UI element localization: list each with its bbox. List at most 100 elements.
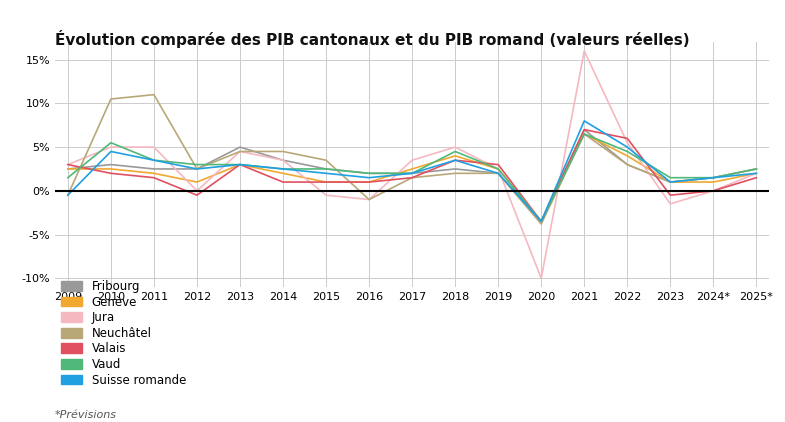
Neuchâtel	[752, 166, 761, 171]
Suisse romande	[407, 171, 417, 176]
Valais	[752, 175, 761, 180]
Neuchâtel	[666, 179, 675, 184]
Genève	[451, 153, 460, 158]
Fribourg	[106, 162, 115, 167]
Suisse romande	[63, 192, 72, 197]
Vaud	[752, 166, 761, 171]
Suisse romande	[236, 162, 245, 167]
Genève	[106, 166, 115, 171]
Neuchâtel	[192, 166, 202, 171]
Jura	[364, 197, 374, 202]
Jura	[407, 158, 417, 163]
Genève	[536, 219, 546, 224]
Jura	[321, 192, 330, 197]
Jura	[536, 276, 546, 281]
Neuchâtel	[494, 171, 503, 176]
Neuchâtel	[364, 197, 374, 202]
Genève	[236, 162, 245, 167]
Valais	[407, 175, 417, 180]
Fribourg	[666, 179, 675, 184]
Genève	[321, 179, 330, 184]
Neuchâtel	[279, 149, 288, 154]
Fribourg	[623, 162, 632, 167]
Genève	[192, 179, 202, 184]
Valais	[63, 162, 72, 167]
Fribourg	[364, 171, 374, 176]
Vaud	[279, 166, 288, 171]
Line: Jura: Jura	[68, 51, 757, 278]
Valais	[579, 127, 589, 132]
Vaud	[192, 162, 202, 167]
Jura	[623, 140, 632, 145]
Suisse romande	[321, 171, 330, 176]
Jura	[149, 145, 159, 150]
Jura	[279, 158, 288, 163]
Vaud	[709, 175, 718, 180]
Suisse romande	[279, 166, 288, 171]
Fribourg	[709, 175, 718, 180]
Suisse romande	[494, 171, 503, 176]
Legend: Fribourg, Genève, Jura, Neuchâtel, Valais, Vaud, Suisse romande: Fribourg, Genève, Jura, Neuchâtel, Valai…	[61, 280, 186, 387]
Neuchâtel	[407, 175, 417, 180]
Valais	[279, 179, 288, 184]
Neuchâtel	[579, 132, 589, 137]
Line: Valais: Valais	[68, 130, 757, 222]
Fribourg	[321, 166, 330, 171]
Vaud	[364, 171, 374, 176]
Line: Fribourg: Fribourg	[68, 130, 757, 222]
Vaud	[236, 162, 245, 167]
Suisse romande	[149, 158, 159, 163]
Genève	[149, 171, 159, 176]
Suisse romande	[364, 175, 374, 180]
Valais	[709, 188, 718, 193]
Neuchâtel	[536, 222, 546, 227]
Genève	[709, 179, 718, 184]
Fribourg	[192, 166, 202, 171]
Valais	[149, 175, 159, 180]
Vaud	[149, 158, 159, 163]
Valais	[106, 171, 115, 176]
Jura	[192, 188, 202, 193]
Fribourg	[149, 166, 159, 171]
Fribourg	[579, 127, 589, 132]
Jura	[752, 171, 761, 176]
Valais	[536, 219, 546, 224]
Suisse romande	[666, 179, 675, 184]
Vaud	[63, 175, 72, 180]
Neuchâtel	[106, 97, 115, 102]
Jura	[236, 149, 245, 154]
Neuchâtel	[623, 162, 632, 167]
Suisse romande	[451, 158, 460, 163]
Vaud	[579, 132, 589, 137]
Jura	[709, 188, 718, 193]
Fribourg	[752, 166, 761, 171]
Fribourg	[451, 166, 460, 171]
Line: Neuchâtel: Neuchâtel	[68, 95, 757, 224]
Fribourg	[407, 171, 417, 176]
Fribourg	[279, 158, 288, 163]
Genève	[364, 179, 374, 184]
Vaud	[106, 140, 115, 145]
Jura	[579, 49, 589, 54]
Suisse romande	[106, 149, 115, 154]
Fribourg	[63, 166, 72, 171]
Neuchâtel	[236, 149, 245, 154]
Vaud	[407, 171, 417, 176]
Valais	[623, 136, 632, 141]
Line: Suisse romande: Suisse romande	[68, 121, 757, 222]
Genève	[279, 171, 288, 176]
Genève	[63, 166, 72, 171]
Vaud	[321, 166, 330, 171]
Suisse romande	[752, 171, 761, 176]
Line: Genève: Genève	[68, 134, 757, 222]
Genève	[623, 153, 632, 158]
Jura	[494, 166, 503, 171]
Line: Vaud: Vaud	[68, 134, 757, 222]
Valais	[666, 192, 675, 197]
Genève	[666, 179, 675, 184]
Valais	[364, 179, 374, 184]
Suisse romande	[623, 145, 632, 150]
Suisse romande	[579, 118, 589, 123]
Neuchâtel	[709, 175, 718, 180]
Vaud	[536, 219, 546, 224]
